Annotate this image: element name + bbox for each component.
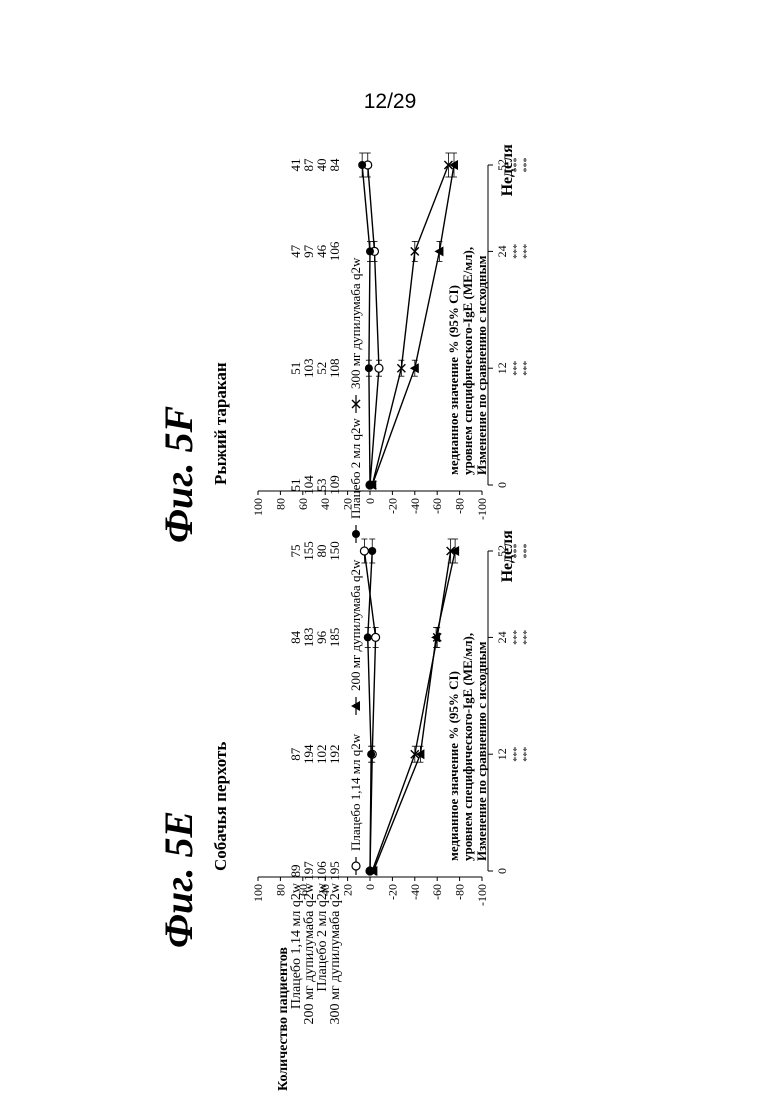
y-axis-label-line: медианное значение % (95% CI) bbox=[446, 671, 461, 861]
x-tick-label: 24 bbox=[495, 245, 509, 257]
y-tick-label: -60 bbox=[430, 884, 444, 900]
patient-count: 84 bbox=[327, 158, 342, 172]
y-tick-label: 100 bbox=[251, 884, 265, 902]
figure-label: Фиг. 5E bbox=[156, 811, 201, 948]
y-tick-label: 100 bbox=[251, 498, 265, 516]
y-axis-label-line: медианное значение % (95% CI) bbox=[446, 285, 461, 475]
x-tick-label: 12 bbox=[495, 362, 509, 374]
panel-title: Рыжий таракан bbox=[211, 362, 230, 485]
patient-count: 109 bbox=[327, 475, 342, 495]
y-tick-label: -40 bbox=[408, 884, 422, 900]
y-axis-label-line: Изменение по сравнению с исходным bbox=[474, 255, 489, 475]
series-line bbox=[372, 165, 448, 485]
marker-open-circle bbox=[352, 862, 360, 870]
x-tick-label: 24 bbox=[495, 631, 509, 643]
panel-title: Собачья перхоть bbox=[211, 742, 230, 871]
panel-5e: Фиг. 5E Собачья перхоть Изменение по сравн… bbox=[156, 530, 533, 948]
y-axis-label-line: уровнем специфического-IgE (МЕ/мл), bbox=[460, 247, 475, 475]
patient-count: 195 bbox=[327, 861, 342, 881]
patient-table: Количество пациентовПлацебо 1,14 мл q2w2… bbox=[276, 882, 343, 1091]
y-tick-label: -80 bbox=[453, 884, 467, 900]
patient-table-row-label: 300 мг дупилумаба q2w bbox=[328, 882, 343, 1024]
legend-label: 300 мг дупилумаба q2w bbox=[348, 257, 363, 389]
figure-label: Фиг. 5F bbox=[156, 406, 201, 543]
panel-5f: Фиг. 5F Рыжий таракан Изменение по сравнен… bbox=[156, 144, 533, 543]
y-tick-label: -100 bbox=[475, 498, 489, 520]
x-tick-label: 12 bbox=[495, 748, 509, 760]
series-line bbox=[362, 165, 370, 485]
y-tick-label: -40 bbox=[408, 498, 422, 514]
legend: Плацебо 1,14 мл q2w 200 мг дупилумаба q2w… bbox=[348, 257, 363, 875]
marker-filled-circle bbox=[366, 247, 374, 255]
patient-count: 192 bbox=[327, 744, 342, 764]
patient-count: 185 bbox=[327, 628, 342, 648]
marker-filled-circle bbox=[365, 364, 373, 372]
y-tick-label: -60 bbox=[430, 498, 444, 514]
patient-count: 150 bbox=[327, 541, 342, 561]
marker-filled-circle bbox=[358, 161, 366, 169]
significance-star: *** bbox=[522, 244, 533, 259]
y-axis-label-line: уровнем специфического-IgE (МЕ/мл), bbox=[460, 633, 475, 861]
marker-open-circle bbox=[360, 547, 368, 555]
significance-star: *** bbox=[522, 361, 533, 376]
y-tick-label: -80 bbox=[453, 498, 467, 514]
marker-filled-circle bbox=[364, 633, 372, 641]
marker-open-circle bbox=[372, 633, 380, 641]
y-tick-label: -20 bbox=[385, 498, 399, 514]
y-tick-label: -20 bbox=[385, 884, 399, 900]
y-tick-label: -100 bbox=[475, 884, 489, 906]
marker-filled-triangle bbox=[410, 363, 419, 373]
series-line bbox=[372, 551, 450, 871]
y-tick-label: 80 bbox=[273, 884, 287, 896]
y-tick-label: 40 bbox=[318, 498, 332, 510]
patient-count: 108 bbox=[327, 358, 342, 378]
marker-filled-circle bbox=[368, 547, 376, 555]
patient-count: 106 bbox=[327, 241, 342, 261]
y-axis-label-line: Изменение по сравнению с исходным bbox=[474, 641, 489, 861]
y-tick-label: 80 bbox=[273, 498, 287, 510]
marker-filled-circle bbox=[367, 750, 375, 758]
y-tick-label: 0 bbox=[363, 498, 377, 504]
significance-star: *** bbox=[522, 158, 533, 173]
significance-star: *** bbox=[522, 544, 533, 559]
x-tick-label: 0 bbox=[495, 482, 509, 488]
legend-label: Плацебо 2 мл q2w bbox=[348, 418, 363, 519]
legend-label: Плацебо 1,14 мл q2w bbox=[348, 733, 363, 851]
y-tick-label: 60 bbox=[296, 498, 310, 510]
legend-label: 200 мг дупилумаба q2w bbox=[348, 559, 363, 691]
x-tick-label: 0 bbox=[495, 868, 509, 874]
y-tick-label: 0 bbox=[363, 884, 377, 890]
significance-star: *** bbox=[522, 747, 533, 762]
significance-star: *** bbox=[522, 630, 533, 645]
marker-open-circle bbox=[375, 364, 383, 372]
marker-filled-circle bbox=[352, 530, 360, 538]
marker-filled-triangle bbox=[415, 749, 424, 759]
